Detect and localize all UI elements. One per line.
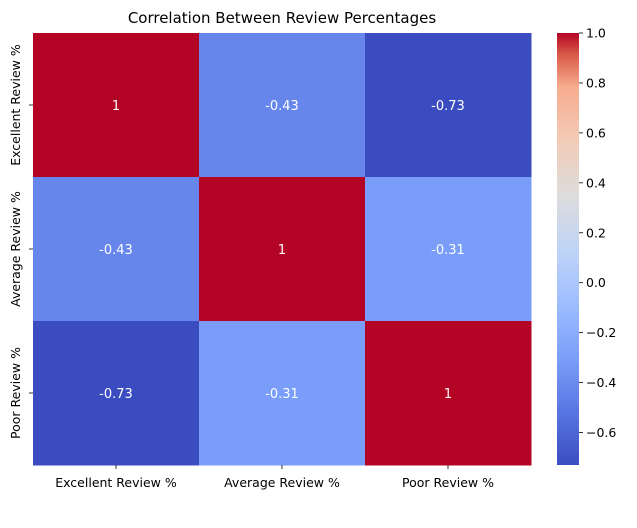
heatmap-cell [33, 177, 200, 322]
colorbar-tick-label: 0.0 [586, 275, 606, 290]
heatmap-cell [365, 33, 532, 178]
cell-annotation: 1 [444, 387, 452, 402]
cell-annotation: 1 [112, 99, 120, 114]
cell-annotation: -0.73 [99, 387, 133, 402]
cell-annotation: -0.31 [431, 243, 465, 258]
colorbar-tick-label: 1.0 [586, 26, 606, 41]
x-tick-label: Average Review % [224, 475, 340, 490]
colorbar-tick-label: −0.4 [586, 375, 616, 390]
colorbar-tick-label: 0.4 [586, 175, 606, 190]
colorbar-tick-label: 0.6 [586, 125, 606, 140]
heatmap-cell [199, 177, 366, 322]
cell-annotation: -0.31 [265, 387, 299, 402]
heatmap-cell [199, 33, 366, 178]
heatmap-cell [365, 177, 532, 322]
x-tick-label: Poor Review % [402, 475, 494, 490]
heatmap-cell [33, 321, 200, 466]
cell-annotation: -0.43 [265, 99, 299, 114]
colorbar-tick-label: 0.8 [586, 75, 606, 90]
heatmap-cells: 1 -0.43 -0.73 -0.43 1 -0.31 -0.73 -0.31 1 [33, 33, 532, 466]
heatmap-cell [199, 321, 366, 466]
cell-annotation: -0.73 [431, 99, 465, 114]
x-tick-label: Excellent Review % [55, 475, 177, 490]
heatmap-cell [365, 321, 532, 466]
chart-title: Correlation Between Review Percentages [128, 9, 437, 27]
y-tick-label: Average Review % [8, 191, 23, 307]
colorbar [557, 33, 579, 465]
heatmap-cell [33, 33, 200, 178]
colorbar-ticks: 1.0 0.8 0.6 0.4 0.2 0.0 −0.2 −0.4 −0.6 [579, 26, 616, 440]
colorbar-tick-label: −0.2 [586, 325, 616, 340]
y-tick-label: Excellent Review % [8, 44, 23, 166]
y-axis-ticks: Excellent Review % Average Review % Poor R… [8, 44, 33, 439]
cell-annotation: -0.43 [99, 243, 133, 258]
cell-annotation: 1 [278, 243, 286, 258]
x-axis-ticks: Excellent Review % Average Review % Poor R… [55, 465, 494, 490]
colorbar-tick-label: −0.6 [586, 425, 616, 440]
y-tick-label: Poor Review % [8, 347, 23, 439]
colorbar-tick-label: 0.2 [586, 225, 606, 240]
